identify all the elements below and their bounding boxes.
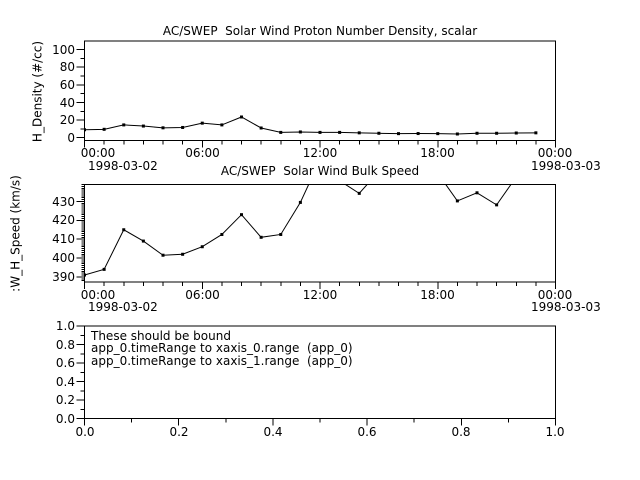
empty-ytick-02: 0.2 xyxy=(55,393,75,407)
binding-annotation-line-2: app_0.timeRange to xaxis_0.range (app_0) xyxy=(91,341,353,355)
speed-ytick-410: 410 xyxy=(52,232,75,247)
empty-xtick-06: 0.6 xyxy=(357,424,377,439)
density-plot-area[interactable] xyxy=(85,41,555,141)
speed-date-end: 1998-03-03 xyxy=(531,300,601,314)
speed-ytick-420: 420 xyxy=(52,213,75,228)
density-ytick-40: 40 xyxy=(59,95,75,110)
density-ytick-100: 100 xyxy=(52,42,75,57)
empty-xtick-04: 0.4 xyxy=(263,424,283,439)
speed-xtick-1200: 12:00 xyxy=(302,287,338,302)
speed-date-start: 1998-03-02 xyxy=(88,300,158,314)
density-ytick-20: 20 xyxy=(59,113,75,128)
speed-xtick-1800: 18:00 xyxy=(420,287,455,302)
speed-xtick-2400: 00:00 xyxy=(537,287,573,302)
empty-ytick-08: 0.8 xyxy=(55,337,75,352)
empty-ytick-10: 1.0 xyxy=(55,319,75,333)
density-date-end: 1998-03-03 xyxy=(531,158,601,173)
empty-ytick-00: 0.0 xyxy=(55,411,75,426)
density-plot-title: AC/SWEP Solar Wind Proton Number Density… xyxy=(162,24,478,38)
empty-plot-area[interactable] xyxy=(85,326,555,419)
empty-xtick-10: 1.0 xyxy=(545,424,565,439)
empty-xtick-00: 0.0 xyxy=(75,424,95,439)
density-date-start: 1998-03-02 xyxy=(88,158,158,173)
binding-annotation-line-3: app_0.timeRange to xaxis_1.range (app_0) xyxy=(91,353,353,368)
density-xtick-1200: 12:00 xyxy=(302,146,338,160)
speed-ytick-400: 400 xyxy=(52,251,75,266)
density-ytick-60: 60 xyxy=(59,77,75,92)
density-xtick-0000: 00:00 xyxy=(80,146,116,160)
speed-y-axis-label: :W_H_Speed (km/s) xyxy=(8,175,23,292)
density-xtick-2400: 00:00 xyxy=(537,146,573,160)
empty-xtick-02: 0.2 xyxy=(169,424,189,439)
empty-ytick-04: 0.4 xyxy=(55,374,75,389)
speed-ytick-430: 430 xyxy=(52,194,75,209)
density-xtick-0600: 06:00 xyxy=(185,146,220,160)
speed-plot-title: AC/SWEP Solar Wind Bulk Speed xyxy=(220,164,420,178)
empty-ytick-06: 0.6 xyxy=(55,356,75,370)
speed-plot-area[interactable] xyxy=(85,184,555,282)
empty-xtick-08: 0.8 xyxy=(451,424,471,439)
speed-ytick-390: 390 xyxy=(52,269,75,284)
binding-annotation-line-1: These should be bound xyxy=(91,328,231,343)
density-ytick-0: 0 xyxy=(67,130,75,145)
speed-xtick-0600: 06:00 xyxy=(185,287,220,302)
speed-xtick-0000: 00:00 xyxy=(80,287,116,302)
density-xtick-1800: 18:00 xyxy=(420,146,455,160)
density-ytick-80: 80 xyxy=(59,60,75,75)
